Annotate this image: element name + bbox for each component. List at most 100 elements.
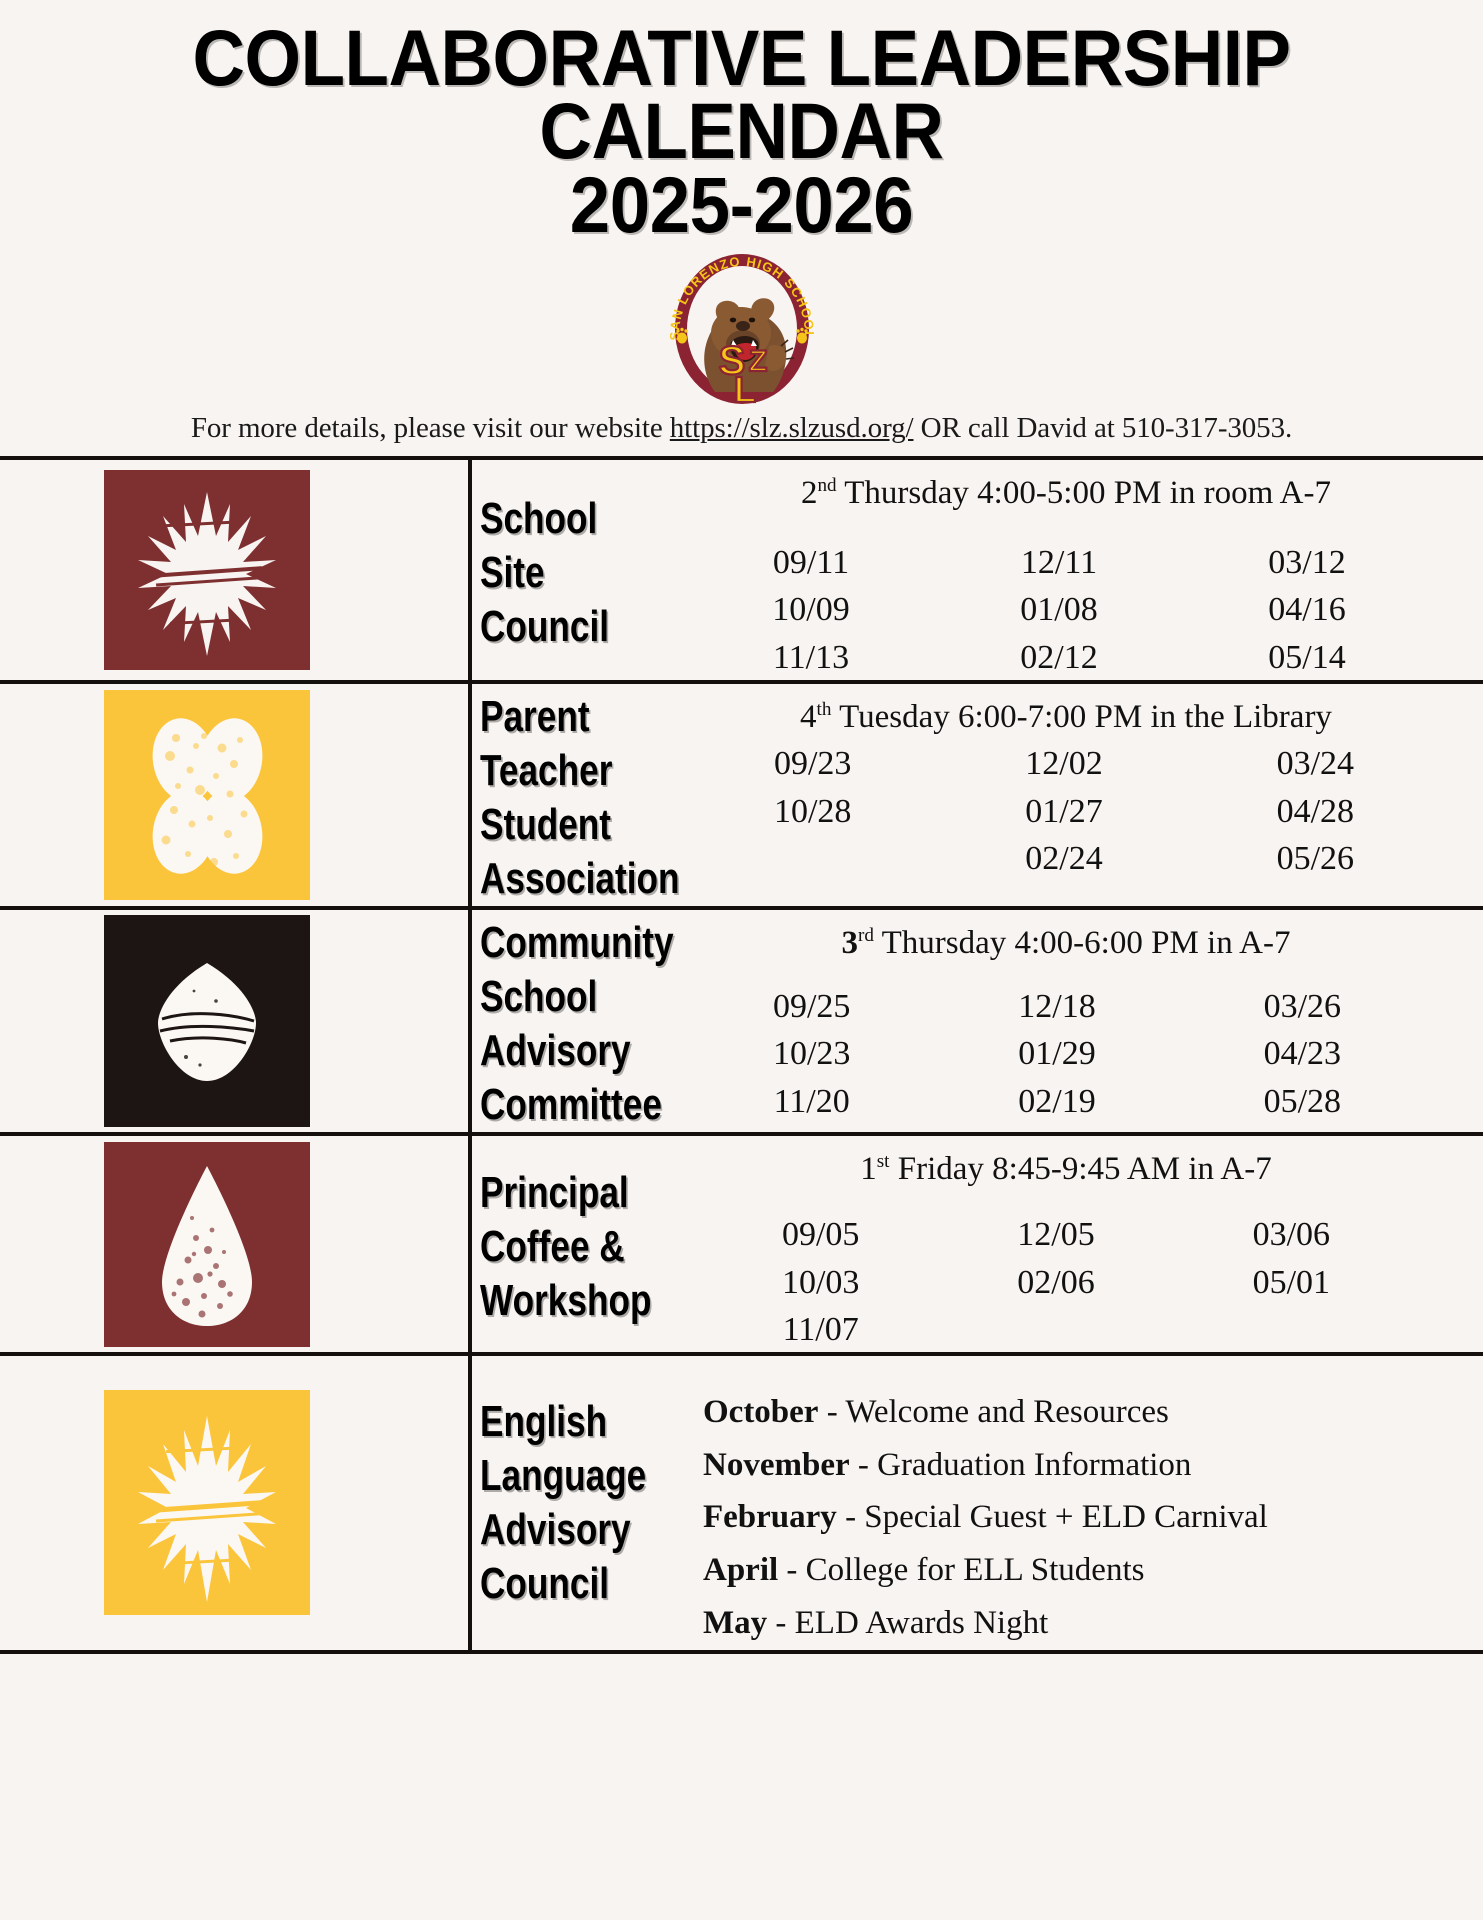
meeting-dates: 09/25 12/18 03/26 10/23 01/29 04/23 11/2… xyxy=(667,985,1465,1124)
meeting-date: 04/28 xyxy=(1276,792,1355,830)
schedule-text: Friday 8:45-9:45 AM in A-7 xyxy=(889,1151,1272,1188)
table-row: Community School Advisory Committee 3rd … xyxy=(0,909,1483,1137)
meeting-schedule: 3rd Thursday 4:00-6:00 PM in A-7 xyxy=(667,924,1465,963)
ordinal-suffix: st xyxy=(876,1151,890,1173)
row-title-word: Advisory xyxy=(480,1504,631,1554)
meeting-date: 03/06 xyxy=(1252,1216,1331,1254)
meeting-date: 12/02 xyxy=(1025,745,1103,783)
svg-text:L: L xyxy=(734,369,756,408)
ordinal-number: 3 xyxy=(841,924,859,961)
row-title-word: Principal xyxy=(480,1167,629,1217)
row-title-word: English xyxy=(480,1396,608,1446)
meeting-date: 03/24 xyxy=(1276,745,1355,783)
row-details: 2nd Thursday 4:00-5:00 PM in room A-7 09… xyxy=(667,460,1483,679)
meeting-date: 04/23 xyxy=(1263,1035,1342,1073)
meeting-date: 11/20 xyxy=(773,1082,850,1120)
meeting-date: 03/26 xyxy=(1263,987,1342,1025)
row-title-word: Site xyxy=(480,547,545,597)
meeting-date: 02/12 xyxy=(1020,638,1098,676)
schedule-text: Tuesday 6:00-7:00 PM in the Library xyxy=(831,698,1332,735)
website-link[interactable]: https://slz.slzusd.org/ xyxy=(669,412,914,445)
meeting-date: 09/25 xyxy=(772,987,851,1025)
meeting-date: 03/12 xyxy=(1268,543,1346,581)
row-icon-cell xyxy=(0,683,472,906)
agenda-month: February xyxy=(703,1499,837,1536)
subtitle-prefix: For more details, please visit our websi… xyxy=(190,412,670,445)
row-content-cell: Community School Advisory Committee 3rd … xyxy=(472,910,1483,1132)
meeting-date: 09/23 xyxy=(773,745,852,783)
meeting-date xyxy=(938,1308,1173,1352)
row-title-word: Language xyxy=(480,1450,647,1500)
agenda-month: May xyxy=(703,1605,768,1642)
list-item: November - Graduation Information xyxy=(703,1439,1465,1492)
agenda-topic: - College for ELL Students xyxy=(778,1552,1145,1589)
row-details: October - Welcome and Resources November… xyxy=(667,1356,1483,1650)
row-title-word: Student xyxy=(480,799,612,849)
meeting-date: 01/27 xyxy=(1025,792,1103,830)
agenda-topic: - ELD Awards Night xyxy=(767,1605,1049,1642)
meeting-date: 10/03 xyxy=(781,1263,860,1301)
meeting-schedule: 1st Friday 8:45-9:45 AM in A-7 xyxy=(667,1150,1465,1189)
agenda-month: April xyxy=(703,1552,779,1589)
meeting-date: 01/08 xyxy=(1020,591,1098,629)
schedule-text: Thursday 4:00-5:00 PM in room A-7 xyxy=(836,475,1331,512)
meeting-date: 12/18 xyxy=(1018,987,1096,1025)
svg-text:S: S xyxy=(718,339,745,383)
meeting-date: 09/05 xyxy=(781,1216,860,1254)
ordinal-number: 2 xyxy=(800,475,818,512)
meeting-date: 12/11 xyxy=(1020,543,1098,581)
ordinal-number: 1 xyxy=(860,1151,877,1188)
page-title-line1: COLLABORATIVE LEADERSHIP CALENDAR xyxy=(192,13,1291,175)
meeting-date: 10/28 xyxy=(773,792,852,830)
meeting-date: 02/24 xyxy=(1025,840,1103,878)
meeting-date: 10/09 xyxy=(772,591,850,629)
row-details: 3rd Thursday 4:00-6:00 PM in A-7 09/25 1… xyxy=(667,910,1483,1132)
row-content-cell: School Site Council 2nd Thursday 4:00-5:… xyxy=(472,460,1483,679)
list-item: February - Special Guest + ELD Carnival xyxy=(703,1491,1465,1544)
list-item: May - ELD Awards Night xyxy=(703,1597,1465,1650)
row-content-cell: Principal Coffee & Workshop 1st Friday 8… xyxy=(472,1136,1483,1351)
row-title: Parent Teacher Student Association xyxy=(472,684,680,906)
meeting-date: 11/07 xyxy=(782,1311,859,1349)
meeting-dates: 09/23 12/02 03/24 10/28 01/27 04/28 02/2… xyxy=(667,742,1465,881)
meeting-dates: 09/11 12/11 03/12 10/09 01/08 04/16 11/1… xyxy=(667,541,1465,680)
table-row: Parent Teacher Student Association 4th T… xyxy=(0,683,1483,910)
meeting-date: 05/14 xyxy=(1268,638,1346,676)
row-title: Principal Coffee & Workshop xyxy=(472,1136,667,1351)
water-drop-icon xyxy=(104,1141,310,1347)
starburst-icon xyxy=(104,1390,310,1616)
row-title: English Language Advisory Council xyxy=(472,1356,667,1650)
meeting-dates: 09/05 12/05 03/06 10/03 02/06 05/01 11/0… xyxy=(667,1213,1465,1352)
row-content-cell: English Language Advisory Council Octobe… xyxy=(472,1356,1483,1650)
list-item: October - Welcome and Resources xyxy=(703,1386,1465,1439)
grizzlies-crest-icon: SAN LORENZO HIGH SCHOOL GRIZZLIES xyxy=(666,254,815,408)
row-title: School Site Council xyxy=(472,460,667,679)
list-item: April - College for ELL Students xyxy=(703,1544,1465,1597)
meeting-date: 10/23 xyxy=(772,1035,851,1073)
meeting-schedule: 2nd Thursday 4:00-5:00 PM in room A-7 xyxy=(667,474,1465,513)
meeting-date: 05/01 xyxy=(1252,1263,1331,1301)
clover-icon xyxy=(104,689,310,900)
meeting-date: 09/11 xyxy=(772,543,850,581)
row-icon-cell xyxy=(0,460,472,680)
ordinal-suffix: th xyxy=(816,698,832,720)
starburst-icon xyxy=(104,469,310,670)
page-title-line2: 2025-2026 xyxy=(569,160,914,250)
row-title-word: Community xyxy=(480,917,674,967)
row-content-cell: Parent Teacher Student Association 4th T… xyxy=(472,684,1483,906)
row-title-word: Association xyxy=(480,853,680,903)
table-row: Principal Coffee & Workshop 1st Friday 8… xyxy=(0,1136,1483,1356)
meeting-date: 05/26 xyxy=(1276,840,1355,878)
row-title-word: School xyxy=(480,972,598,1022)
calendar-table: School Site Council 2nd Thursday 4:00-5:… xyxy=(0,456,1483,1654)
meeting-date: 01/29 xyxy=(1018,1035,1096,1073)
subtitle-contact: For more details, please visit our websi… xyxy=(0,412,1483,445)
ordinal-number: 4 xyxy=(800,698,817,735)
row-icon-cell xyxy=(0,1136,472,1352)
row-details: 4th Tuesday 6:00-7:00 PM in the Library … xyxy=(667,684,1483,906)
row-title: Community School Advisory Committee xyxy=(472,910,674,1132)
row-details: 1st Friday 8:45-9:45 AM in A-7 09/05 12/… xyxy=(667,1136,1483,1351)
ordinal-suffix: nd xyxy=(817,475,837,497)
table-row: School Site Council 2nd Thursday 4:00-5:… xyxy=(0,460,1483,684)
eye-leaf-icon xyxy=(104,915,310,1128)
